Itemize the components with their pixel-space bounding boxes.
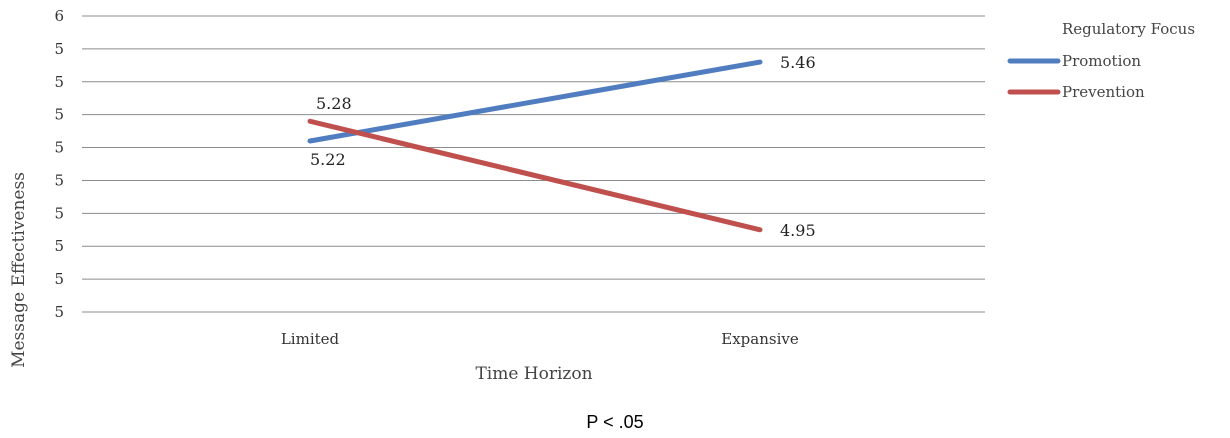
legend-title: Regulatory Focus xyxy=(1062,20,1195,38)
x-tick-labels: Limited Expansive xyxy=(281,330,799,348)
y-tick-label: 5 xyxy=(54,73,64,91)
data-labels: 5.22 5.46 5.28 4.95 xyxy=(310,53,816,240)
data-label: 5.22 xyxy=(310,150,346,169)
x-tick-label: Expansive xyxy=(721,330,799,348)
y-axis-title: Message Effectiveness xyxy=(9,172,29,368)
x-axis-title: Time Horizon xyxy=(475,364,592,384)
y-tick-labels: 5 5 5 5 5 5 5 5 5 6 xyxy=(54,7,64,321)
y-tick-label: 5 xyxy=(54,303,64,321)
legend-label-prevention: Prevention xyxy=(1062,83,1145,101)
y-tick-label: 5 xyxy=(54,139,64,157)
legend-label-promotion: Promotion xyxy=(1062,52,1141,70)
significance-note: P < .05 xyxy=(586,412,644,432)
line-chart: 5 5 5 5 5 5 5 5 5 6 Limited Expansive 5.22 5.46 5.28… xyxy=(9,7,1195,384)
data-label: 5.28 xyxy=(316,94,352,113)
y-tick-label: 5 xyxy=(54,237,64,255)
y-tick-label: 6 xyxy=(54,7,64,25)
y-tick-label: 5 xyxy=(54,40,64,58)
data-label: 5.46 xyxy=(780,53,816,72)
legend: Regulatory Focus Promotion Prevention xyxy=(1007,20,1195,101)
gridlines xyxy=(82,15,985,313)
series-line-prevention xyxy=(307,118,763,233)
y-tick-label: 5 xyxy=(54,204,64,222)
y-tick-label: 5 xyxy=(54,270,64,288)
series-lines xyxy=(307,59,763,233)
x-tick-label: Limited xyxy=(281,330,340,348)
data-label: 4.95 xyxy=(780,221,816,240)
y-tick-label: 5 xyxy=(54,171,64,189)
y-tick-label: 5 xyxy=(54,106,64,124)
series-line-promotion xyxy=(307,59,763,144)
